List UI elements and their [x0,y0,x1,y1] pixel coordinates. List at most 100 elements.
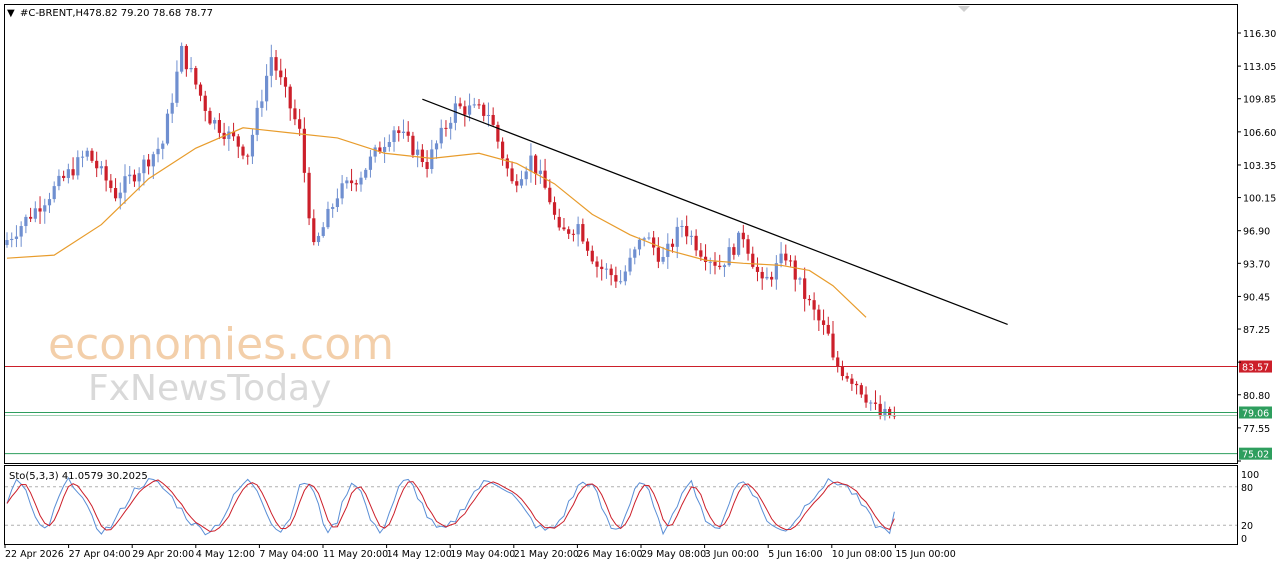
x-tick-label: 10 Jun 08:00 [832,549,892,560]
candle-body [378,147,382,152]
x-tick-label: 14 May 12:00 [387,549,452,560]
candle-body [416,149,420,155]
candle-body [694,235,698,251]
ohlc-readout: 78.82 79.20 78.68 78.77 [89,8,213,19]
candle-body [689,235,693,237]
x-tick-label: 3 Jun 00:00 [705,549,759,560]
x-tick-label: 15 Jun 00:00 [895,549,955,560]
candle-body [434,143,439,150]
y-tick-label: 103.35 [1243,161,1276,172]
candle-body [425,161,429,169]
collapse-icon[interactable]: ▼ [7,8,15,19]
candle-body [312,218,316,243]
candle-body [472,104,476,106]
candle-body [52,186,56,200]
candle-body [99,166,103,169]
stochastic-signal-line [6,479,895,533]
shift-marker-icon[interactable] [958,6,970,12]
candle-body [840,366,845,377]
candle-body [349,180,354,184]
downtrend-line[interactable] [422,98,1008,326]
candle-body [439,127,443,144]
candle-body [600,266,604,270]
y-tick-label: 109.85 [1243,95,1276,106]
candle-body [354,183,358,185]
candle-body [760,271,764,279]
candle-body [307,172,311,219]
candle-body [609,268,613,276]
x-tick-label: 4 May 12:00 [196,549,255,560]
candle-body [283,77,288,87]
candle-body [803,278,807,299]
candle-body [817,309,821,321]
candle-body [850,378,854,384]
candle-body [165,113,170,144]
candle-body [142,159,146,174]
candle-body [496,124,500,142]
candle-body [236,136,240,147]
candle-body [746,239,750,254]
candle-body [807,298,811,301]
candle-body [118,192,122,199]
candle-body [170,102,174,114]
candle-body [788,260,793,262]
candle-body [647,237,651,239]
candle-body [411,135,415,155]
candle-body [567,229,571,234]
candle-body [581,224,585,242]
candle-body [482,104,486,116]
candle-body [548,187,552,203]
candle-body [501,141,505,159]
candle-body [104,166,108,181]
candle-body [24,216,28,227]
candle-body [387,142,391,147]
candle-body [335,198,339,208]
candle-body [477,104,481,106]
candle-body [80,156,85,158]
candle-body [113,188,118,199]
candle-body [57,175,61,187]
candle-body [656,247,660,262]
candle-body [298,119,302,129]
candle-body [269,57,273,76]
candle-body [340,183,344,199]
watermark: economies.com FxNewsToday [48,319,394,409]
candle-body [33,208,37,219]
candle-body [623,271,627,282]
candle-body [642,238,646,240]
price-tag [1239,406,1272,419]
candle-body [180,45,184,72]
candle-body [109,180,113,189]
candle-body [274,57,278,71]
candle-body [397,130,401,133]
candle-body [161,143,165,149]
candle-body [878,403,882,417]
candle-body [505,158,509,169]
y-tick-label: 93.70 [1243,259,1270,270]
candle-body [741,232,745,240]
candle-body [812,300,816,310]
candle-body [151,154,155,167]
price-tag-label: 75.02 [1242,450,1269,461]
candle-body [680,225,684,227]
candle-body [576,224,580,235]
candle-body [685,225,689,237]
x-tick-label: 11 May 20:00 [323,549,388,560]
candle-body [633,249,637,258]
candle-body [836,357,840,367]
candle-body [10,238,14,241]
y-tick-label: 90.45 [1243,292,1270,303]
candle-body [383,146,387,152]
stochastic-y-tick: 0 [1241,534,1247,545]
candle-body [147,159,151,167]
candle-body [430,149,434,169]
candle-body [590,250,594,262]
candle-body [821,320,826,325]
candle-body [250,134,255,157]
candle-body [265,75,269,102]
moving-average-line [6,127,867,318]
candle-body [364,169,368,178]
candle-body [71,169,75,176]
candle-body [614,275,618,282]
y-tick-label: 113.05 [1243,62,1276,73]
